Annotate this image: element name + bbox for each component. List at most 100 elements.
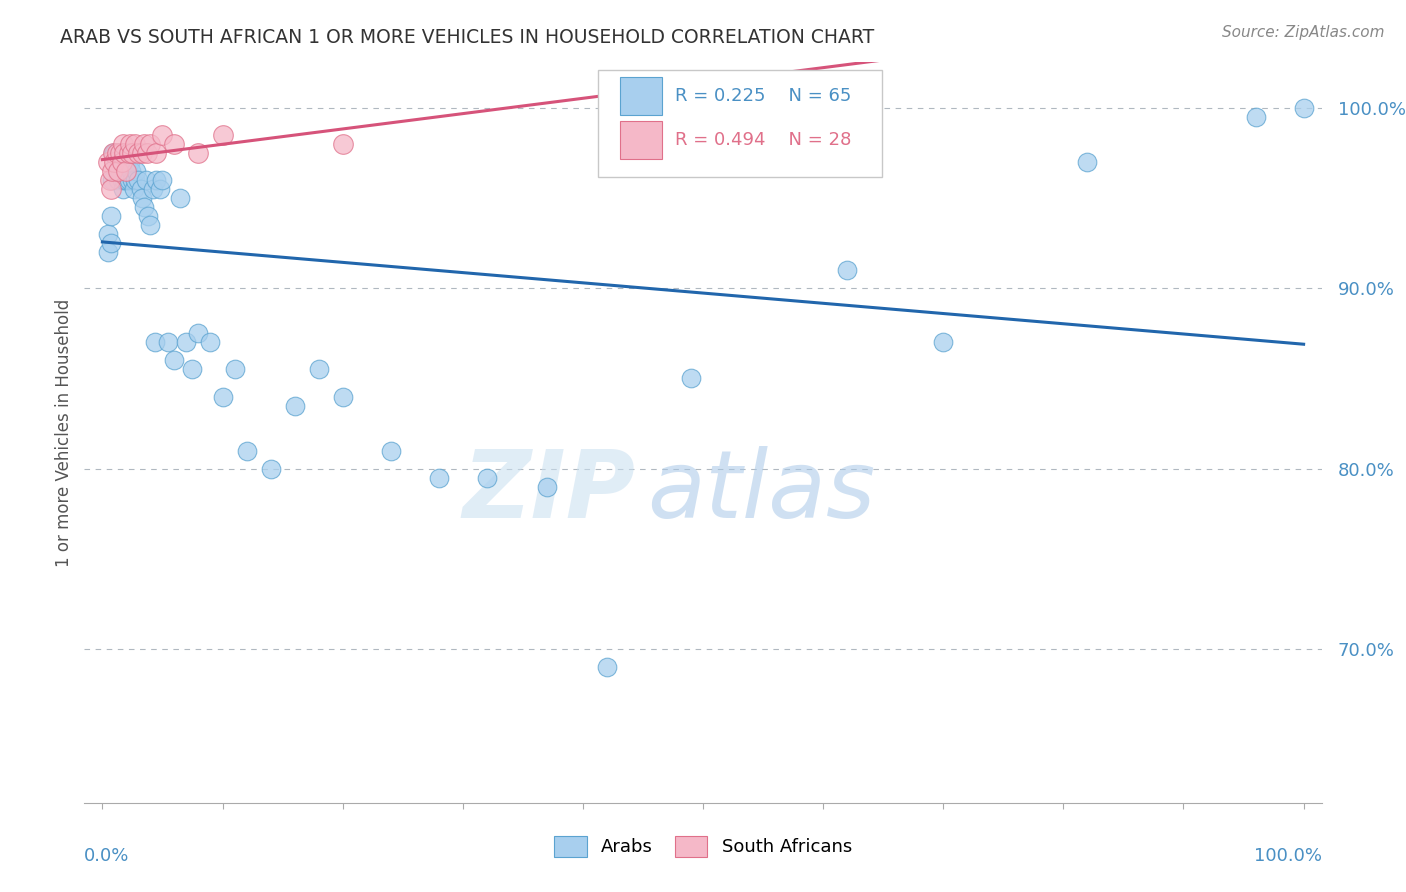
Point (103, 145, 125, 160)
Point (143, 335, 166, 350)
Point (135, 173, 157, 187)
Point (224, 362, 246, 376)
Point (105, 145, 128, 160)
Legend: Arabs, South Africans: Arabs, South Africans (547, 829, 859, 864)
Point (100, 182, 122, 196)
Point (97, 245, 120, 260)
Point (145, 145, 167, 160)
Point (932, 335, 955, 350)
Point (1292, 101, 1315, 115)
Point (115, 154, 138, 169)
Point (142, 182, 165, 196)
Point (110, 145, 132, 160)
FancyBboxPatch shape (620, 121, 662, 160)
Point (107, 163, 129, 178)
Text: R = 0.494    N = 28: R = 0.494 N = 28 (675, 131, 851, 149)
Point (187, 145, 209, 160)
Point (129, 182, 152, 196)
Point (200, 335, 222, 350)
Point (110, 173, 132, 187)
Point (259, 461, 281, 475)
Point (131, 191, 153, 205)
Point (111, 182, 134, 196)
Point (332, 136, 354, 151)
Point (131, 145, 153, 160)
Point (101, 163, 124, 178)
Text: atlas: atlas (647, 446, 876, 537)
Point (125, 163, 148, 178)
Text: 100.0%: 100.0% (1254, 847, 1322, 865)
Point (1244, 110, 1267, 124)
Point (332, 390, 354, 404)
Point (117, 163, 139, 178)
Point (139, 218, 162, 232)
Text: ZIP: ZIP (463, 446, 636, 538)
Point (97, 154, 120, 169)
Point (127, 145, 149, 160)
Point (679, 371, 702, 385)
Point (105, 163, 128, 178)
Point (284, 399, 307, 413)
Point (111, 136, 134, 151)
Point (114, 163, 136, 178)
Point (157, 335, 180, 350)
Y-axis label: 1 or more Vehicles in Household: 1 or more Vehicles in Household (55, 299, 73, 566)
Point (97, 227, 120, 241)
Point (101, 173, 124, 187)
Point (118, 145, 141, 160)
Text: R = 0.225    N = 65: R = 0.225 N = 65 (675, 87, 851, 104)
Point (121, 145, 143, 160)
Point (187, 326, 209, 341)
Point (115, 173, 138, 187)
Point (596, 660, 619, 674)
Point (107, 173, 129, 187)
Point (103, 145, 125, 160)
Point (100, 235, 122, 250)
Point (118, 173, 141, 187)
Point (98, 173, 121, 187)
Point (127, 173, 149, 187)
FancyBboxPatch shape (620, 77, 662, 115)
Point (105, 145, 128, 160)
Point (110, 163, 132, 178)
Point (475, 471, 498, 485)
Point (122, 182, 145, 196)
Point (181, 362, 204, 376)
Text: ARAB VS SOUTH AFRICAN 1 OR MORE VEHICLES IN HOUSEHOLD CORRELATION CHART: ARAB VS SOUTH AFRICAN 1 OR MORE VEHICLES… (59, 28, 875, 47)
Point (837, 263, 859, 277)
Point (110, 154, 132, 169)
Point (100, 209, 122, 223)
Point (124, 136, 146, 151)
Point (112, 173, 135, 187)
Point (112, 154, 135, 169)
Point (134, 136, 156, 151)
Point (211, 390, 233, 404)
Point (536, 480, 558, 494)
Point (108, 154, 131, 169)
Point (121, 173, 143, 187)
Point (176, 335, 198, 350)
Point (152, 173, 174, 187)
Point (103, 154, 125, 169)
Point (163, 136, 186, 151)
Point (163, 353, 186, 368)
Point (145, 173, 167, 187)
Point (380, 443, 402, 458)
Point (139, 136, 162, 151)
FancyBboxPatch shape (598, 70, 883, 178)
Text: 0.0%: 0.0% (84, 847, 129, 865)
Point (124, 173, 146, 187)
Point (134, 200, 156, 214)
Point (115, 163, 138, 178)
Point (136, 209, 159, 223)
Point (211, 128, 233, 142)
Text: Source: ZipAtlas.com: Source: ZipAtlas.com (1222, 25, 1385, 40)
Point (120, 163, 142, 178)
Point (118, 154, 141, 169)
Point (112, 145, 135, 160)
Point (152, 128, 174, 142)
Point (104, 154, 127, 169)
Point (135, 145, 157, 160)
Point (149, 182, 172, 196)
Point (308, 362, 330, 376)
